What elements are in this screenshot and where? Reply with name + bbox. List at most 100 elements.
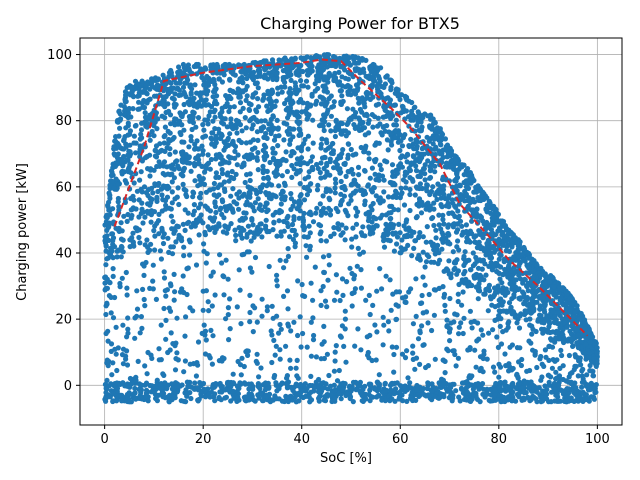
scatter-point	[402, 299, 408, 305]
scatter-point	[335, 221, 341, 227]
scatter-point	[166, 136, 172, 143]
scatter-point	[362, 145, 368, 151]
scatter-point	[414, 387, 420, 393]
scatter-point	[348, 193, 354, 199]
scatter-point	[306, 211, 312, 217]
scatter-point	[113, 176, 119, 182]
scatter-point	[227, 87, 233, 93]
scatter-point	[308, 397, 315, 403]
scatter-point	[321, 96, 327, 102]
scatter-point	[132, 335, 138, 341]
scatter-point	[420, 249, 426, 255]
scatter-point	[234, 162, 240, 168]
scatter-point	[463, 178, 469, 184]
scatter-point	[379, 212, 385, 218]
scatter-point	[254, 191, 260, 197]
scatter-point	[436, 212, 442, 218]
scatter-point	[269, 332, 275, 338]
scatter-point	[249, 126, 255, 132]
scatter-point	[156, 159, 162, 165]
scatter-point	[322, 74, 328, 80]
scatter-point	[419, 292, 425, 299]
scatter-point	[394, 380, 400, 386]
scatter-point	[106, 237, 112, 243]
scatter-point	[381, 231, 388, 237]
scatter-point	[156, 231, 162, 237]
scatter-point	[326, 205, 332, 211]
scatter-point	[168, 330, 174, 336]
scatter-point	[111, 144, 117, 150]
scatter-point	[178, 171, 184, 177]
scatter-point	[202, 89, 208, 95]
scatter-point	[251, 230, 257, 236]
scatter-point	[340, 230, 346, 236]
scatter-point	[397, 96, 403, 103]
scatter-point	[280, 77, 286, 83]
scatter-point	[544, 313, 550, 319]
scatter-point	[350, 171, 356, 177]
scatter-point	[283, 258, 289, 264]
scatter-point	[383, 273, 389, 279]
scatter-point	[559, 332, 566, 338]
scatter-point	[314, 161, 320, 168]
scatter-point	[338, 396, 344, 402]
scatter-point	[228, 193, 234, 199]
scatter-point	[295, 332, 301, 339]
scatter-point	[243, 349, 249, 355]
scatter-point	[202, 229, 208, 235]
scatter-point	[242, 115, 248, 121]
scatter-point	[437, 394, 443, 400]
scatter-point	[182, 333, 188, 339]
scatter-point	[168, 121, 174, 127]
scatter-point	[265, 207, 271, 213]
scatter-point	[249, 269, 255, 275]
scatter-point	[167, 112, 174, 118]
scatter-point	[202, 65, 208, 71]
scatter-point	[501, 380, 507, 387]
scatter-point	[507, 344, 513, 350]
scatter-point	[483, 272, 489, 278]
scatter-point	[305, 133, 311, 139]
scatter-point	[119, 158, 125, 164]
scatter-point	[443, 146, 450, 152]
scatter-point	[556, 398, 562, 404]
scatter-point	[490, 206, 496, 212]
scatter-point	[553, 392, 559, 398]
scatter-point	[171, 96, 177, 102]
scatter-point	[406, 228, 413, 234]
scatter-point	[116, 207, 122, 213]
scatter-point	[433, 385, 439, 392]
scatter-point	[324, 304, 330, 310]
scatter-point	[578, 362, 584, 368]
scatter-point	[221, 215, 227, 221]
scatter-point	[474, 258, 480, 264]
scatter-point	[365, 74, 371, 80]
scatter-point	[408, 136, 414, 142]
scatter-point	[415, 116, 421, 122]
scatter-point	[193, 124, 199, 130]
scatter-point	[516, 394, 522, 400]
scatter-point	[120, 361, 126, 367]
scatter-point	[161, 275, 168, 281]
scatter-point	[566, 352, 573, 359]
scatter-point	[221, 72, 227, 78]
scatter-point	[246, 189, 252, 196]
scatter-point	[580, 397, 586, 403]
scatter-point	[459, 232, 465, 238]
scatter-point	[530, 268, 537, 274]
scatter-point	[302, 293, 308, 299]
scatter-point	[322, 398, 329, 404]
scatter-point	[331, 99, 337, 105]
scatter-point	[270, 212, 276, 218]
scatter-point	[259, 296, 265, 302]
scatter-point	[125, 115, 131, 121]
scatter-point	[128, 207, 134, 213]
scatter-point	[149, 76, 155, 82]
scatter-point	[137, 177, 143, 183]
scatter-point	[300, 222, 306, 228]
scatter-point	[353, 387, 359, 393]
scatter-point	[193, 373, 199, 379]
scatter-point	[256, 384, 262, 390]
scatter-point	[255, 137, 261, 143]
scatter-point	[430, 184, 436, 190]
